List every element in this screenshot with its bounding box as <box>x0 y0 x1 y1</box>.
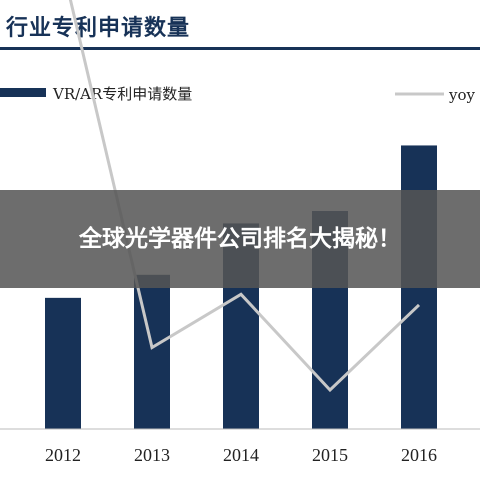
bar-2012 <box>45 297 81 429</box>
x-tick-2016: 2016 <box>401 445 437 465</box>
x-tick-labels: 2012 2013 2014 2015 2016 <box>45 445 437 465</box>
x-tick-2012: 2012 <box>45 445 81 465</box>
legend-line-label: yoy <box>448 86 476 104</box>
legend-bar-swatch <box>0 88 46 97</box>
overlay-banner: 全球光学器件公司排名大揭秘！ <box>0 190 480 288</box>
legend: VR/AR专利申请数量 yoy <box>0 85 476 104</box>
overlay-headline: 全球光学器件公司排名大揭秘！ <box>79 226 401 252</box>
x-tick-2014: 2014 <box>223 445 259 465</box>
title-divider <box>0 47 480 50</box>
chart-title: 行业专利申请数量 <box>6 16 191 41</box>
x-tick-2015: 2015 <box>312 445 348 465</box>
x-tick-2013: 2013 <box>134 445 170 465</box>
legend-bar-label: VR/AR专利申请数量 <box>52 85 192 103</box>
